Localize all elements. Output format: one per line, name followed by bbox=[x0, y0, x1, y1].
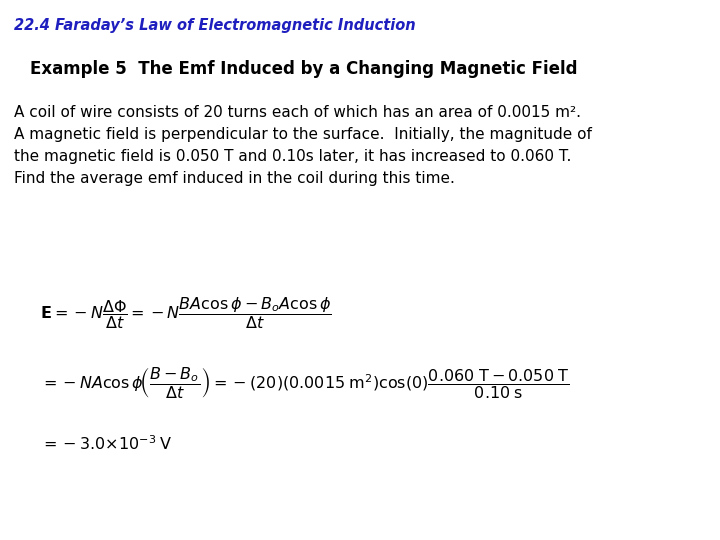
Text: A magnetic field is perpendicular to the surface.  Initially, the magnitude of: A magnetic field is perpendicular to the… bbox=[14, 127, 592, 142]
Text: Find the average emf induced in the coil during this time.: Find the average emf induced in the coil… bbox=[14, 171, 455, 186]
Text: $= -3.0{\times}10^{-3}\;\mathrm{V}$: $= -3.0{\times}10^{-3}\;\mathrm{V}$ bbox=[40, 435, 173, 454]
Text: the magnetic field is 0.050 T and 0.10s later, it has increased to 0.060 T.: the magnetic field is 0.050 T and 0.10s … bbox=[14, 149, 572, 164]
Text: $= -NA\cos\phi\!\left(\dfrac{B - B_o}{\Delta t}\right) = -(20)(0.0015\;\mathrm{m: $= -NA\cos\phi\!\left(\dfrac{B - B_o}{\D… bbox=[40, 365, 570, 401]
Text: A coil of wire consists of 20 turns each of which has an area of 0.0015 m².: A coil of wire consists of 20 turns each… bbox=[14, 105, 581, 120]
Text: Example 5  The Emf Induced by a Changing Magnetic Field: Example 5 The Emf Induced by a Changing … bbox=[30, 60, 577, 78]
Text: $\mathbf{E} = -N\dfrac{\Delta\Phi}{\Delta t} = -N\dfrac{BA\cos\phi - B_o A\cos\p: $\mathbf{E} = -N\dfrac{\Delta\Phi}{\Delt… bbox=[40, 295, 332, 331]
Text: 22.4 Faraday’s Law of Electromagnetic Induction: 22.4 Faraday’s Law of Electromagnetic In… bbox=[14, 18, 415, 33]
